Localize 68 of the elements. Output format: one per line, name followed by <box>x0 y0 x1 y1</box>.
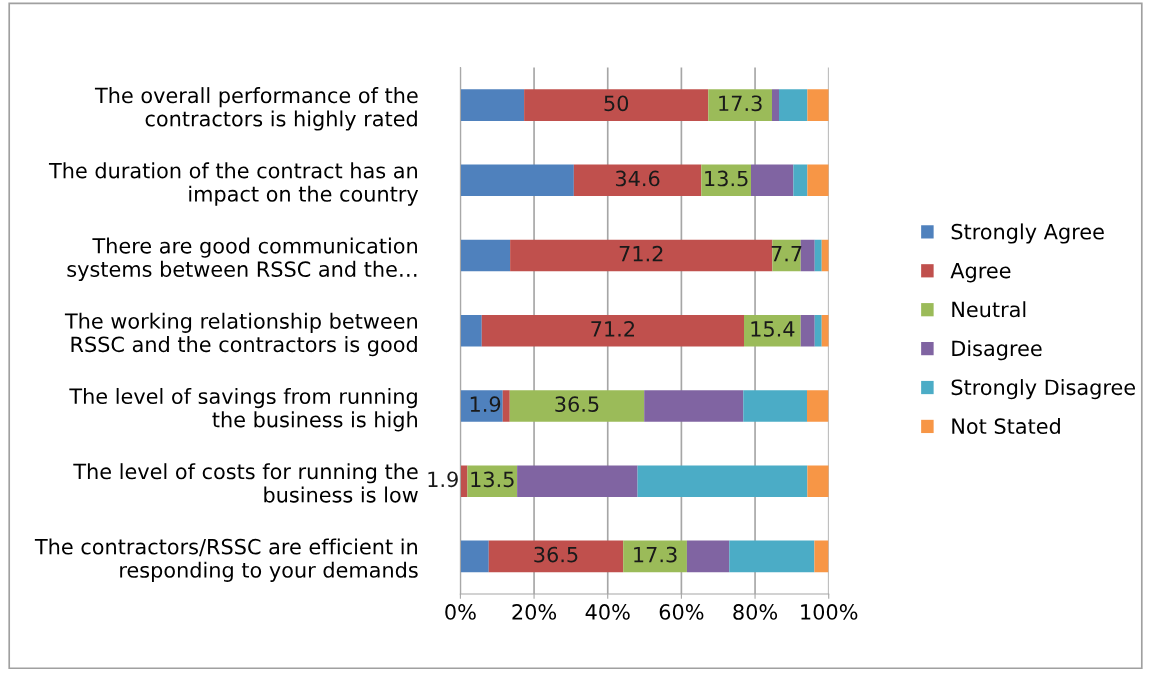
bar <box>686 540 730 573</box>
bar <box>806 390 829 422</box>
bar <box>637 465 808 497</box>
data-label: 36.5 <box>555 396 599 413</box>
data-label: 15.4 <box>751 321 795 337</box>
bar <box>573 164 702 197</box>
data-label: 1.9 <box>470 396 501 413</box>
bar <box>800 239 815 272</box>
bar <box>814 239 822 272</box>
bar <box>807 465 829 497</box>
y-tick-label: The working relationship between RSSC and the contractors is good <box>64 312 417 357</box>
bar <box>460 390 503 422</box>
legend-label: Disagree <box>952 340 1042 361</box>
bar <box>524 89 709 121</box>
bar <box>793 164 808 197</box>
bar <box>807 164 829 197</box>
bar <box>517 465 638 497</box>
x-tick-label: 40% <box>585 604 630 620</box>
x-tick-label: 80% <box>733 604 778 620</box>
bar <box>467 465 518 497</box>
x-tick-label: 0% <box>445 604 476 620</box>
y-tick-label: The level of costs for running the business is low <box>73 463 418 503</box>
bar <box>460 239 511 272</box>
bar <box>807 89 829 121</box>
legend-label: Agree <box>950 262 1011 283</box>
x-tick-label: 100% <box>801 604 858 620</box>
bar <box>743 390 807 422</box>
x-tick-label: 60% <box>659 604 704 620</box>
data-label: 71.2 <box>591 321 634 337</box>
y-tick-label: The level of savings from running the business is high <box>69 387 417 432</box>
data-label: 34.6 <box>615 170 660 187</box>
data-label: 13.5 <box>705 170 748 187</box>
data-label: 17.3 <box>719 95 762 112</box>
data-label: 36.5 <box>534 546 578 563</box>
bar <box>488 540 624 573</box>
bar <box>460 164 574 197</box>
legend-label: Neutral <box>952 301 1026 318</box>
data-label: 50 <box>604 95 629 112</box>
legend-label: Strongly Disagree <box>951 379 1135 400</box>
data-label: 1.9 <box>428 471 458 488</box>
bar <box>481 314 745 347</box>
bar <box>509 390 645 422</box>
y-tick-label: The duration of the contract has an impact on the country <box>48 162 419 206</box>
y-tick-label: There are good communication systems between RSSC and the… <box>67 237 417 282</box>
bar <box>623 540 687 573</box>
y-tick-label: The overall performance of the contractors is highly rated <box>94 87 418 131</box>
data-label: 13.5 <box>471 471 514 488</box>
bar <box>814 540 829 573</box>
bar <box>460 314 482 347</box>
bar <box>814 314 822 347</box>
bar <box>772 89 779 121</box>
data-label: 17.3 <box>634 546 677 563</box>
x-tick-label: 20% <box>512 604 557 620</box>
bar <box>460 89 525 121</box>
bar <box>751 164 794 197</box>
bar <box>779 89 808 121</box>
bar <box>510 239 773 272</box>
bar <box>708 89 772 121</box>
bar <box>800 314 815 347</box>
legend-label: Strongly Agree <box>951 223 1104 244</box>
data-label: 71.2 <box>619 245 663 262</box>
bar <box>644 390 744 422</box>
legend-label: Not Stated <box>952 417 1060 435</box>
bar <box>729 540 815 573</box>
y-tick-label: The contractors/RSSC are efficient in responding to your demands <box>34 538 418 582</box>
bar <box>460 540 489 573</box>
bar <box>744 314 801 347</box>
bar <box>502 390 510 422</box>
